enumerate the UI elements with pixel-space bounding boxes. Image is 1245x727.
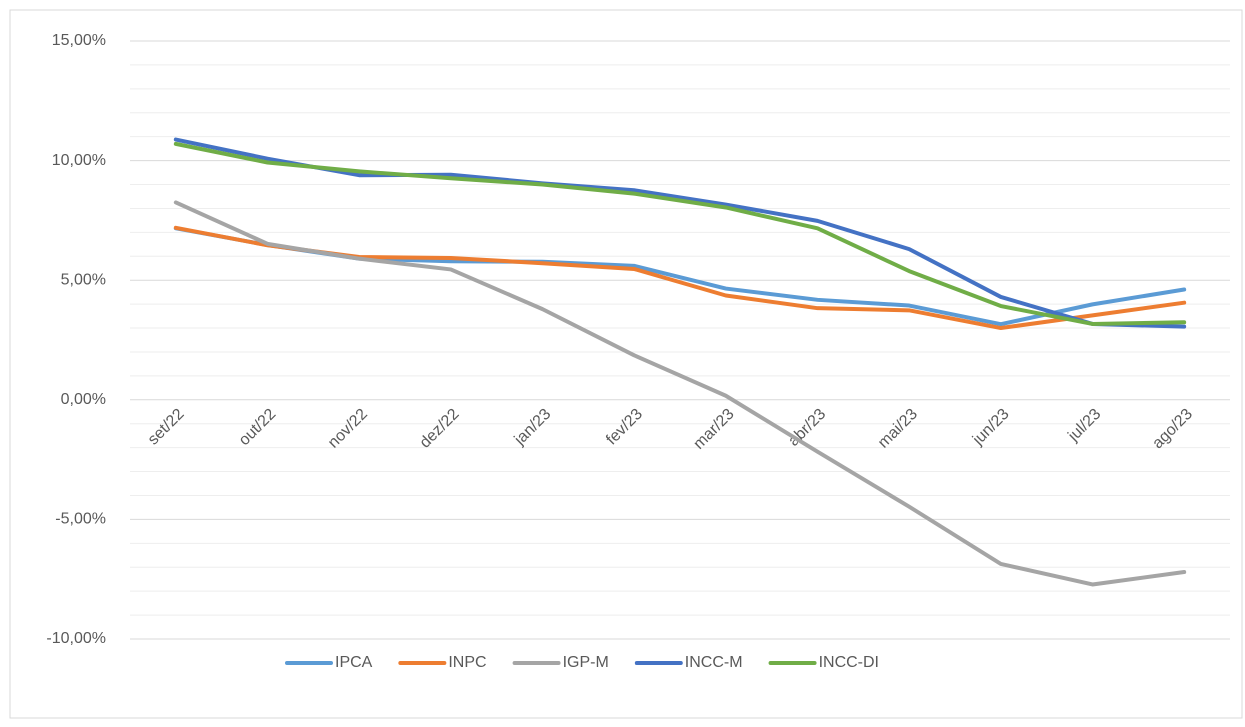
y-tick-label: -10,00% — [46, 630, 106, 647]
legend-label: INPC — [448, 654, 486, 671]
series-line — [173, 200, 1187, 587]
legend-label: IPCA — [335, 654, 373, 671]
y-tick-label: 10,00% — [52, 152, 106, 169]
y-tick-label: 0,00% — [61, 391, 106, 408]
legend-label: INCC-DI — [819, 654, 879, 671]
series-line — [173, 137, 1187, 329]
y-tick-label: -5,00% — [55, 511, 106, 528]
legend-label: IGP-M — [563, 654, 609, 671]
y-tick-label: 5,00% — [61, 271, 106, 288]
series-line — [173, 141, 1187, 326]
legend-label: INCC-M — [685, 654, 743, 671]
chart-border — [9, 9, 1243, 719]
y-tick-label: 15,00% — [52, 32, 106, 49]
